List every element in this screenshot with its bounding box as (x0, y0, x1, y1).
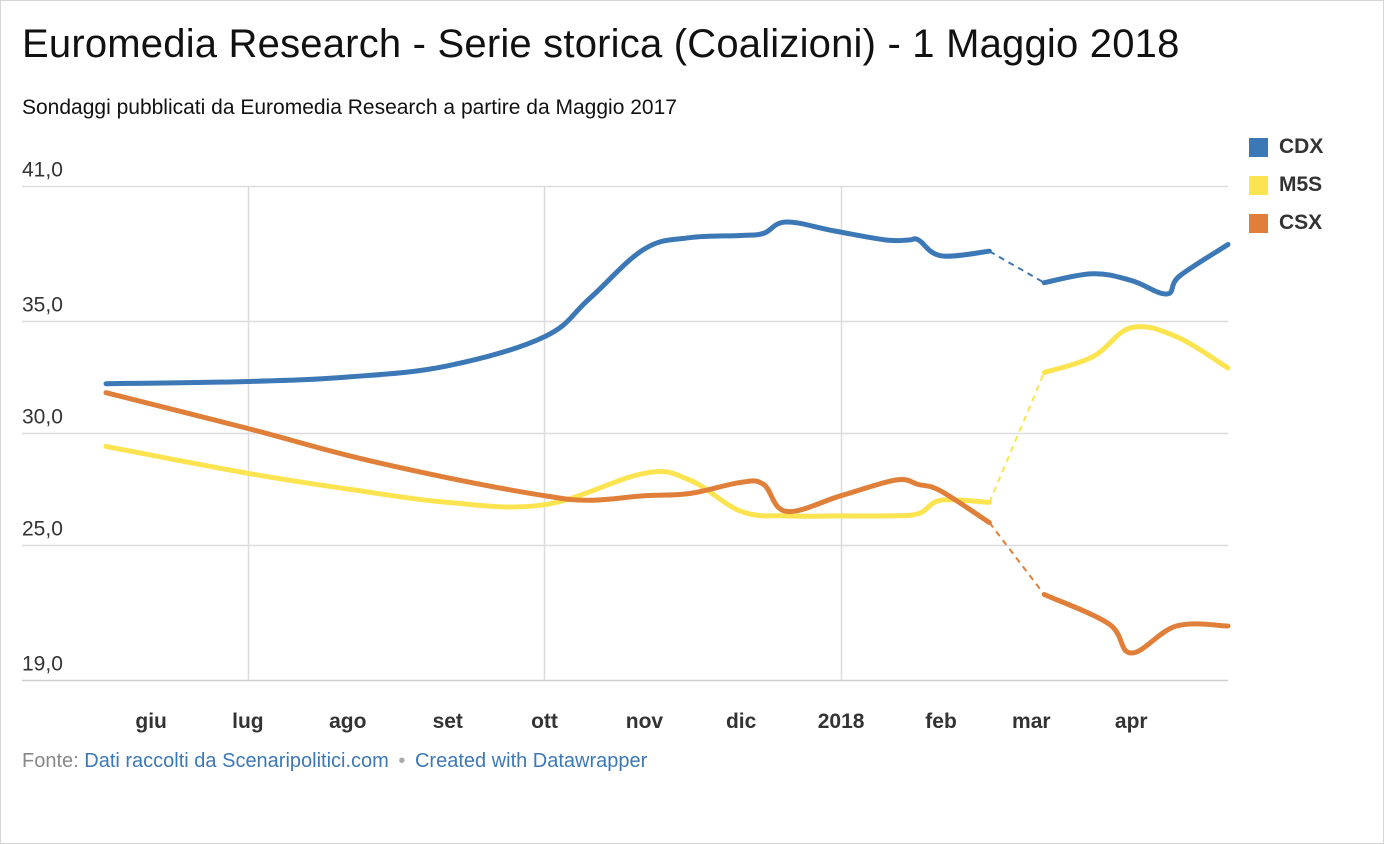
series-line-cdx-after (1041, 242, 1231, 297)
x-tick-label: mar (1012, 710, 1051, 733)
series-line-csx (103, 390, 992, 526)
series-lines (103, 219, 1231, 656)
y-tick-label: 41,0 (22, 159, 63, 182)
x-tick-label: set (433, 710, 463, 733)
grid (22, 185, 1228, 682)
legend-item-m5s: M5S (1249, 166, 1323, 204)
source-label: Fonte: (22, 750, 79, 772)
legend-item-csx: CSX (1249, 204, 1323, 242)
datawrapper-link[interactable]: Created with Datawrapper (414, 750, 648, 772)
x-tick-label: 2018 (818, 710, 865, 733)
x-tick-label: feb (925, 710, 957, 733)
series-line-csx-after (1041, 592, 1231, 656)
y-tick-label: 30,0 (22, 406, 63, 429)
legend-label-m5s: M5S (1279, 173, 1323, 196)
x-tick-label: giu (135, 710, 167, 733)
legend-swatch-csx (1249, 213, 1268, 233)
x-tick-label: dic (726, 710, 757, 733)
series-line-m5s (103, 443, 992, 519)
chart-subtitle: Sondaggi pubblicati da Euromedia Researc… (22, 96, 677, 119)
axis-labels: 41,0 35,0 30,0 25,0 19,0 giu lug ago set ott nov di… (22, 159, 1148, 734)
legend-item-cdx: CDX (1249, 128, 1323, 166)
series-line-cdx (103, 219, 992, 387)
x-tick-label: ott (531, 710, 558, 733)
x-tick-label: ago (329, 710, 366, 733)
separator-dot: • (398, 750, 406, 772)
legend-swatch-cdx (1249, 137, 1268, 157)
x-tick-label: apr (1115, 710, 1148, 733)
legend-label-csx: CSX (1279, 211, 1323, 234)
series-gap-csx (988, 521, 1046, 596)
source-link[interactable]: Dati raccolti da Scenaripolitici.com (84, 750, 389, 772)
x-tick-label: nov (626, 710, 664, 733)
series-gap-m5s (988, 372, 1046, 503)
series-gap-cdx (988, 250, 1045, 284)
y-tick-label: 25,0 (22, 518, 63, 541)
chart-title: Euromedia Research - Serie storica (Coal… (22, 22, 1180, 66)
y-tick-label: 35,0 (22, 294, 63, 317)
legend-swatch-m5s (1249, 175, 1268, 195)
legend: CDX M5S CSX (1249, 128, 1323, 242)
x-tick-label: lug (232, 710, 264, 733)
series-line-m5s-after (1041, 324, 1231, 375)
legend-label-cdx: CDX (1279, 135, 1324, 158)
source-note: Fonte: Dati raccolti da Scenaripolitici.… (22, 750, 647, 773)
y-tick-label: 19,0 (22, 653, 63, 676)
